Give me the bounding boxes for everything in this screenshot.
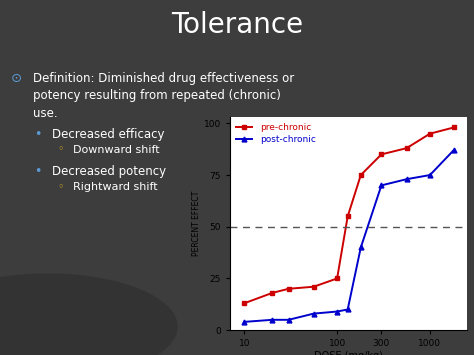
Line: post-chronic: post-chronic [242, 148, 456, 324]
pre-chronic [404, 146, 410, 150]
post-chronic [311, 311, 317, 316]
pre-chronic [345, 214, 351, 219]
Text: ◦: ◦ [57, 182, 64, 192]
Text: Tolerance: Tolerance [171, 11, 303, 39]
pre-chronic [286, 286, 292, 291]
post-chronic [379, 183, 384, 187]
pre-chronic [358, 173, 364, 177]
Text: Decreased potency: Decreased potency [52, 165, 166, 178]
post-chronic [241, 320, 247, 324]
post-chronic [427, 173, 433, 177]
Text: •: • [34, 165, 42, 178]
pre-chronic [311, 285, 317, 289]
Text: Rightward shift: Rightward shift [73, 182, 158, 192]
pre-chronic [334, 276, 340, 280]
pre-chronic [269, 291, 275, 295]
Text: potency resulting from repeated (chronic): potency resulting from repeated (chronic… [33, 89, 281, 103]
Text: Downward shift: Downward shift [73, 145, 160, 155]
post-chronic [358, 245, 364, 250]
pre-chronic [427, 132, 433, 136]
Text: ◦: ◦ [57, 145, 64, 155]
pre-chronic [451, 125, 456, 130]
Text: ⊙: ⊙ [10, 72, 21, 85]
Legend: pre-chronic, post-chronic: pre-chronic, post-chronic [235, 122, 318, 146]
Line: pre-chronic: pre-chronic [242, 125, 456, 306]
post-chronic [269, 318, 275, 322]
Text: •: • [34, 128, 42, 141]
post-chronic [286, 318, 292, 322]
Text: Decreased efficacy: Decreased efficacy [52, 128, 164, 141]
post-chronic [345, 307, 351, 312]
Text: use.: use. [33, 107, 58, 120]
post-chronic [404, 177, 410, 181]
Y-axis label: PERCENT EFFECT: PERCENT EFFECT [192, 191, 201, 256]
Ellipse shape [0, 273, 178, 355]
Text: Definition: Diminished drug effectiveness or: Definition: Diminished drug effectivenes… [33, 72, 294, 85]
pre-chronic [241, 301, 247, 305]
post-chronic [451, 148, 456, 152]
X-axis label: DOSE (mg/kg): DOSE (mg/kg) [314, 351, 383, 355]
post-chronic [334, 310, 340, 314]
pre-chronic [379, 152, 384, 157]
